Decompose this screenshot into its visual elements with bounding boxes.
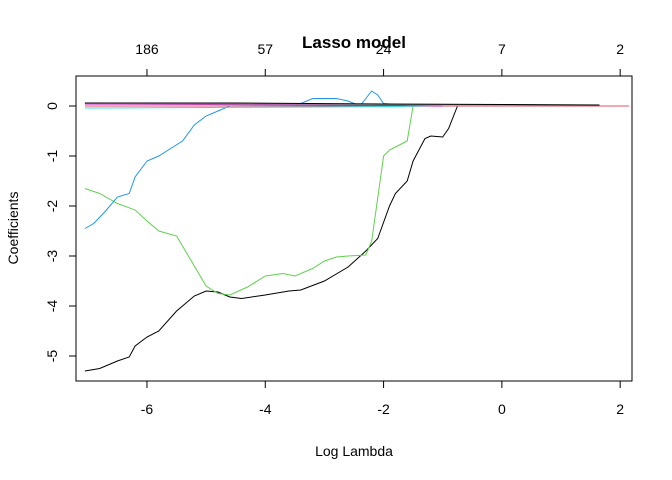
x-tick-label: -6 <box>141 401 154 417</box>
bottom-axis: -6 -4 -2 0 2 <box>141 380 624 417</box>
top-tick-label: 7 <box>498 41 506 57</box>
coefficient-path-5 <box>84 105 431 109</box>
plot-frame <box>75 75 633 382</box>
y-tick-label: -4 <box>44 300 60 313</box>
series-layer <box>84 90 629 372</box>
x-tick-label: -4 <box>259 401 272 417</box>
y-tick-label: -1 <box>44 150 60 163</box>
y-tick-label: 0 <box>44 102 60 110</box>
x-tick-label: 0 <box>498 401 506 417</box>
x-tick-label: -2 <box>377 401 390 417</box>
x-axis-label: Log Lambda <box>315 443 393 459</box>
chart-title: Lasso model <box>302 33 406 52</box>
top-tick-label: 2 <box>616 41 624 57</box>
coefficient-path-8 <box>84 102 600 106</box>
y-tick-label: -2 <box>44 200 60 213</box>
y-tick-label: -3 <box>44 250 60 263</box>
left-axis: 0 -1 -2 -3 -4 -5 <box>44 102 77 363</box>
top-tick-label: 57 <box>257 41 273 57</box>
y-tick-label: -5 <box>44 350 60 363</box>
coefficient-path-2 <box>84 105 414 296</box>
top-tick-label: 24 <box>376 41 392 57</box>
coefficient-path-6 <box>84 103 443 107</box>
coefficient-path-1 <box>84 105 458 372</box>
coefficient-path-3 <box>84 90 408 229</box>
top-axis: 186 57 24 7 2 <box>135 41 624 77</box>
x-tick-label: 2 <box>616 401 624 417</box>
top-tick-label: 186 <box>135 41 159 57</box>
y-axis-label: Coefficients <box>5 192 21 265</box>
